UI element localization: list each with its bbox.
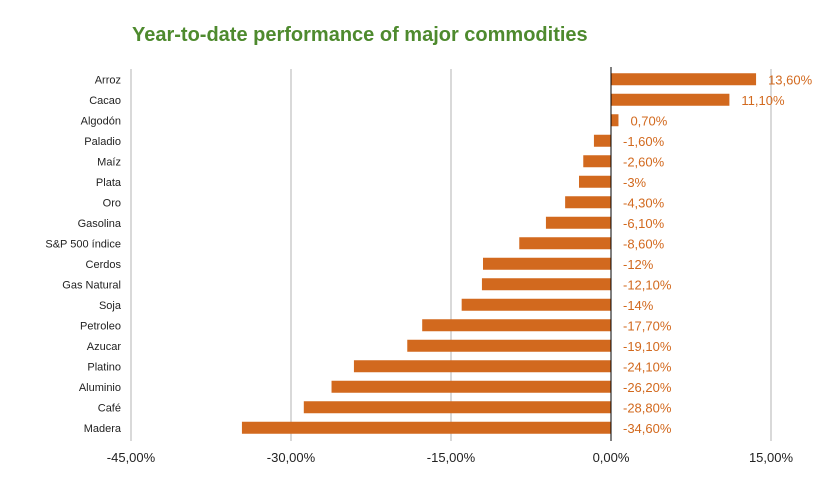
chart-title: Year-to-date performance of major commod… bbox=[132, 24, 588, 46]
category-label: Plata bbox=[96, 177, 122, 189]
value-label: -17,70% bbox=[623, 318, 672, 333]
bars bbox=[241, 73, 757, 434]
category-label: Oro bbox=[103, 197, 121, 209]
value-label: -12% bbox=[623, 257, 654, 272]
category-label: Gasolina bbox=[78, 218, 122, 230]
bar bbox=[611, 73, 757, 86]
value-label: -19,10% bbox=[623, 339, 672, 354]
category-label: Arroz bbox=[95, 74, 121, 86]
bar bbox=[483, 257, 611, 270]
grid-lines bbox=[130, 69, 772, 441]
bar bbox=[583, 155, 611, 168]
category-label: Petroleo bbox=[80, 320, 121, 332]
value-label: -34,60% bbox=[623, 421, 672, 436]
bar bbox=[545, 216, 611, 229]
value-label: -28,80% bbox=[623, 400, 672, 415]
value-label: -24,10% bbox=[623, 359, 672, 374]
x-tick-labels: -45,00% -30,00% -15,00% 0,00% 15,00% bbox=[107, 450, 794, 465]
value-label: -6,10% bbox=[623, 216, 665, 231]
bar bbox=[407, 339, 611, 352]
bar bbox=[353, 360, 611, 373]
bar bbox=[461, 298, 611, 311]
value-labels: 13,60% 11,10% 0,70% -1,60% -2,60% -3% -4,30% -6… bbox=[623, 72, 813, 436]
category-label: Algodón bbox=[81, 115, 121, 127]
value-label: 0,70% bbox=[630, 113, 667, 128]
bar bbox=[565, 196, 611, 209]
category-label: Madera bbox=[84, 423, 122, 435]
bar bbox=[303, 401, 611, 414]
category-labels: Arroz Cacao Algodón Paladio Maíz Plata Oro Gaso… bbox=[45, 74, 122, 435]
category-label: Azucar bbox=[87, 341, 122, 353]
category-label: Café bbox=[98, 402, 121, 414]
value-label: -14% bbox=[623, 298, 654, 313]
x-tick-label: -15,00% bbox=[427, 450, 476, 465]
bar bbox=[519, 237, 611, 250]
x-tick-label: -45,00% bbox=[107, 450, 156, 465]
category-label: Cacao bbox=[89, 95, 121, 107]
value-label: -8,60% bbox=[623, 236, 665, 251]
category-label: Soja bbox=[99, 300, 122, 312]
category-label: Gas Natural bbox=[62, 279, 121, 291]
bar bbox=[481, 278, 611, 291]
bar bbox=[611, 114, 619, 127]
value-label: -3% bbox=[623, 175, 647, 190]
value-label: 11,10% bbox=[741, 93, 785, 108]
value-label: -1,60% bbox=[623, 134, 665, 149]
value-label: -2,60% bbox=[623, 154, 665, 169]
bar bbox=[611, 93, 730, 106]
value-label: -4,30% bbox=[623, 195, 665, 210]
x-tick-label: 0,00% bbox=[593, 450, 630, 465]
value-label: -26,20% bbox=[623, 380, 672, 395]
value-label: -12,10% bbox=[623, 277, 672, 292]
category-label: Maíz bbox=[97, 156, 121, 168]
value-label: 13,60% bbox=[768, 72, 813, 87]
bar bbox=[331, 380, 611, 393]
category-label: Paladio bbox=[84, 136, 121, 148]
bar bbox=[422, 319, 611, 332]
x-tick-label: 15,00% bbox=[749, 450, 794, 465]
category-label: Cerdos bbox=[86, 259, 122, 271]
bar bbox=[241, 421, 611, 434]
category-label: S&P 500 índice bbox=[45, 238, 121, 250]
category-label: Platino bbox=[87, 361, 121, 373]
bar bbox=[593, 134, 611, 147]
bar bbox=[579, 175, 611, 188]
x-tick-label: -30,00% bbox=[267, 450, 316, 465]
category-label: Aluminio bbox=[79, 382, 121, 394]
